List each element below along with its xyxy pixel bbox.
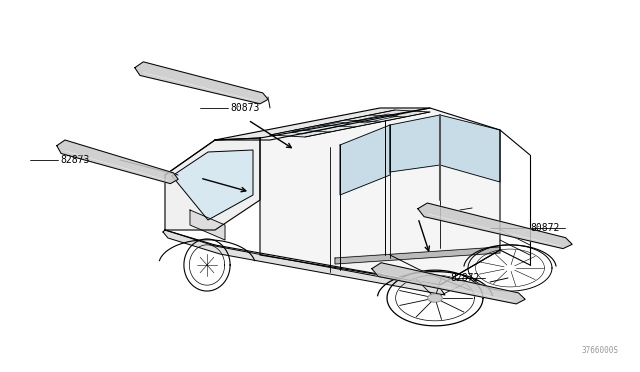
Polygon shape xyxy=(57,140,178,184)
Polygon shape xyxy=(428,294,442,302)
Polygon shape xyxy=(270,110,430,137)
Polygon shape xyxy=(190,210,225,240)
Polygon shape xyxy=(340,125,390,195)
Polygon shape xyxy=(390,115,440,172)
Polygon shape xyxy=(440,115,500,182)
Text: 80872: 80872 xyxy=(530,223,559,233)
Polygon shape xyxy=(355,114,398,123)
Polygon shape xyxy=(135,62,268,104)
Polygon shape xyxy=(372,263,525,304)
Polygon shape xyxy=(172,150,253,220)
Text: 82872: 82872 xyxy=(450,273,479,283)
Polygon shape xyxy=(260,108,500,285)
Polygon shape xyxy=(215,108,430,140)
Polygon shape xyxy=(418,203,572,248)
Text: 80873: 80873 xyxy=(230,103,259,113)
Polygon shape xyxy=(163,230,445,295)
Polygon shape xyxy=(165,138,260,230)
Text: 82873: 82873 xyxy=(60,155,90,165)
Text: 3766000S: 3766000S xyxy=(581,346,618,355)
Polygon shape xyxy=(292,122,350,134)
Polygon shape xyxy=(335,247,500,264)
